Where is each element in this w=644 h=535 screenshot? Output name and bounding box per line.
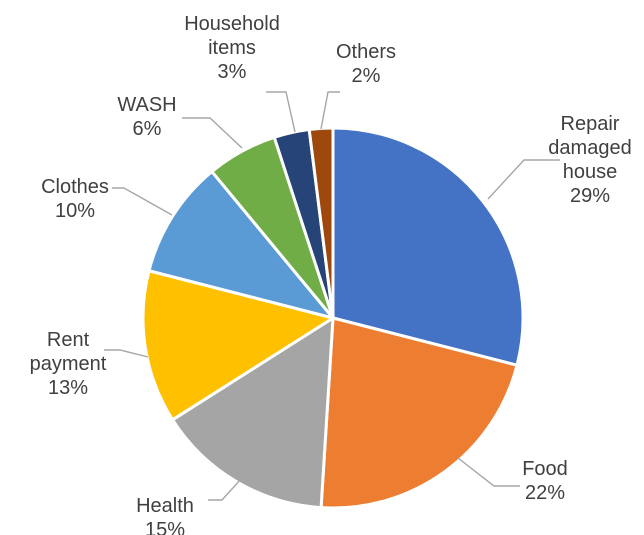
data-label-clothes: Clothes 10% — [41, 176, 109, 222]
data-label-food: Food 22% — [522, 458, 568, 504]
data-label-health: Health 15% — [136, 495, 194, 535]
leader-line-food — [457, 457, 520, 487]
pie-slice-health — [170, 315, 335, 510]
pie-slices — [141, 126, 525, 510]
leader-line-wash — [182, 117, 243, 149]
leader-lines — [104, 91, 560, 501]
leader-line-repair-damaged-house — [487, 159, 560, 200]
pie-slice-rent-payment — [141, 268, 337, 422]
leader-line-clothes — [112, 187, 173, 216]
slice-labels: Repair damaged house 29% Food 22% Health 15% Ren… — [30, 13, 632, 535]
leader-line-rent-payment — [104, 349, 149, 358]
pie-slice-food — [319, 316, 519, 510]
leader-line-others — [320, 91, 340, 130]
pie-slice-clothes — [147, 169, 338, 321]
data-label-repair-damaged-house: Repair damaged house 29% — [548, 113, 631, 207]
data-label-others: Others 2% — [336, 41, 396, 87]
leader-line-health — [208, 478, 242, 501]
pie-slice-repair-damaged-house — [331, 126, 525, 368]
data-label-rent-payment: Rent payment 13% — [30, 329, 107, 399]
leader-line-household-items — [266, 91, 296, 133]
data-label-wash: WASH 6% — [117, 94, 176, 140]
data-label-household-items: Household items 3% — [184, 13, 280, 83]
